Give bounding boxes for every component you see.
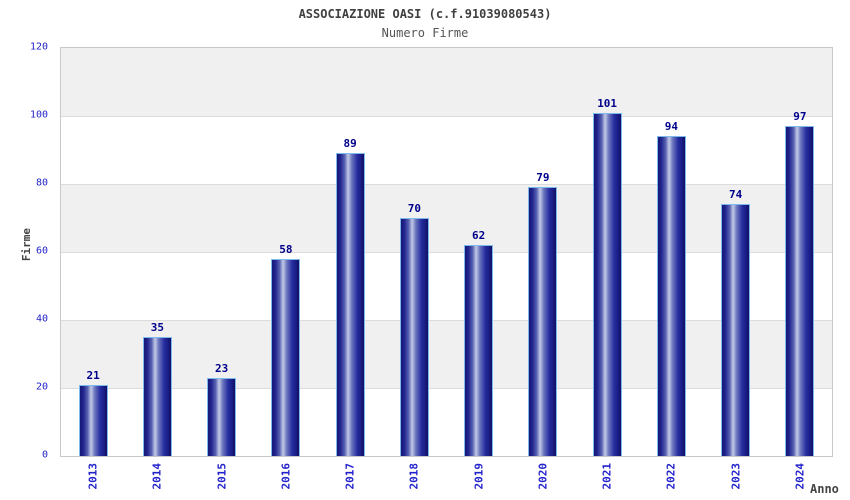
x-tick-label: 2013 [86,463,100,490]
x-tick-label: 2016 [279,463,293,490]
y-tick-label: 40 [35,313,48,325]
bar-2023 [721,204,750,456]
x-tick-label: 2023 [729,463,743,490]
plot-band [61,48,832,116]
y-axis-tick-labels: 0 20 40 60 80 100 120 [0,42,48,461]
bar-2013 [79,385,108,456]
bar-value-label: 62 [472,229,486,242]
x-axis-tick-labels: 2013 2014 2015 2016 2017 2018 2019 2020 2021 2022… [60,461,833,499]
x-tick-label: 2015 [215,463,229,490]
y-tick-label: 0 [41,449,48,461]
bar-2015 [207,378,236,456]
y-tick-label: 100 [29,109,48,121]
gridline [61,184,832,185]
bar-value-label: 70 [407,202,421,215]
y-tick-label: 20 [35,381,48,393]
bar-value-label: 79 [536,171,550,184]
y-tick-label: 120 [29,41,48,53]
bar-value-label: 58 [279,243,293,256]
bar-value-label: 97 [793,110,807,123]
bar-2019 [464,245,493,456]
gridline [61,320,832,321]
bar-2024 [785,126,814,456]
x-tick-label: 2017 [343,463,357,490]
bar-2022 [657,136,686,456]
bar-value-label: 89 [343,137,357,150]
bar-2017 [336,153,365,456]
x-tick-label: 2018 [407,463,421,490]
plot-band [61,320,832,388]
bar-value-label: 74 [729,188,743,201]
x-tick-label: 2014 [150,463,164,490]
x-tick-label: 2020 [536,463,550,490]
plot-band [61,252,832,320]
gridline [61,388,832,389]
bar-value-label: 23 [215,362,229,375]
chart-title: ASSOCIAZIONE OASI (c.f.91039080543) [298,7,552,21]
x-axis-title: Anno [810,482,839,496]
x-tick-label: 2019 [472,463,486,490]
bar-2016 [271,259,300,456]
gridline [61,252,832,253]
plot-band [61,184,832,252]
bar-2014 [143,337,172,456]
y-tick-label: 60 [35,245,48,257]
bar-2021 [593,113,622,456]
bar-value-label: 21 [86,369,100,382]
bar-value-label: 101 [597,97,618,110]
bar-value-label: 94 [664,120,678,133]
bar-value-label: 35 [150,321,164,334]
y-tick-label: 80 [35,177,48,189]
gridline [61,116,832,117]
plot-area: 21 35 23 58 89 70 62 79 101 94 74 97 [60,47,833,457]
bar-2020 [528,187,557,456]
x-tick-label: 2021 [600,463,614,490]
x-tick-label: 2024 [793,463,807,490]
x-tick-label: 2022 [664,463,678,490]
plot-band [61,116,832,184]
bar-2018 [400,218,429,456]
chart-subtitle: Numero Firme [381,26,469,40]
plot-band [61,388,832,456]
